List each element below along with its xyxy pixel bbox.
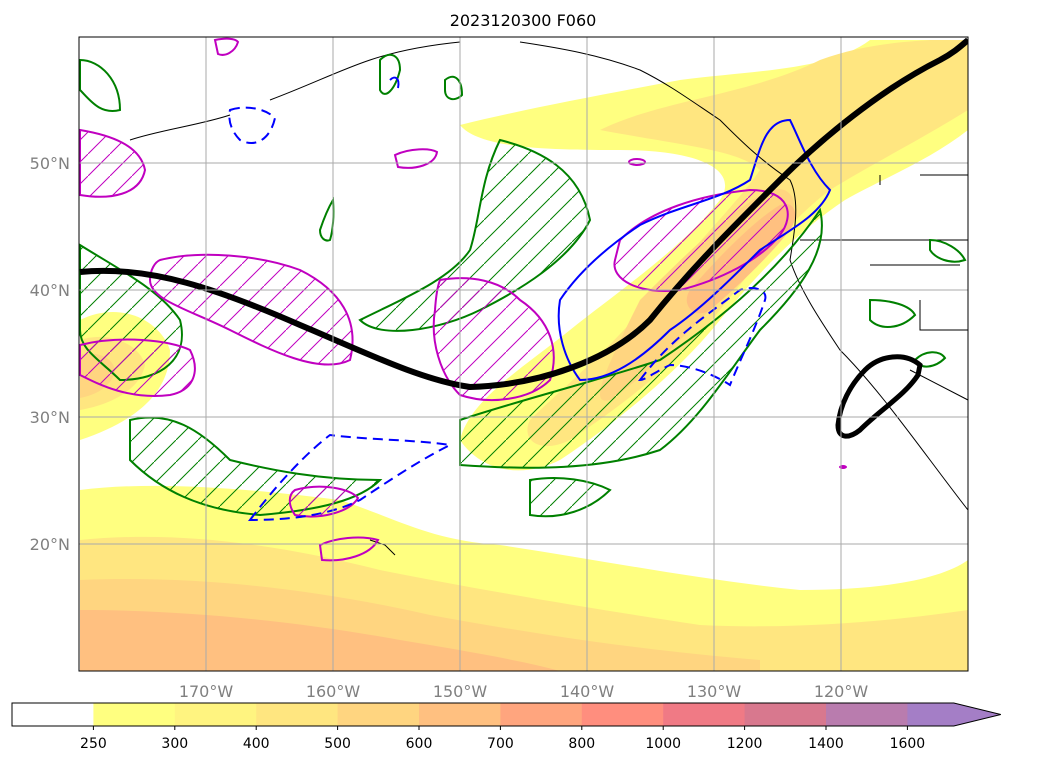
colorbar-segment	[500, 703, 583, 726]
colorbar-segment	[744, 703, 827, 726]
colorbar-segment	[419, 703, 501, 726]
colorbar-segment	[337, 703, 420, 726]
colorbar: 250 300 400 500 600 700 800 1000 1200 1400 1600	[11, 702, 1001, 752]
map-title: 2023120300 F060	[450, 11, 597, 30]
colorbar-tick-label: 500	[324, 736, 351, 752]
colorbar-segment	[826, 703, 908, 726]
blue-contours	[228, 76, 832, 522]
colorbar-tick-label: 700	[487, 736, 514, 752]
lon-label-160w: 160°W	[306, 682, 361, 701]
colorbar-tick-label: 600	[406, 736, 433, 752]
plot-area	[79, 37, 968, 671]
lon-label-170w: 170°W	[179, 682, 234, 701]
lat-label-40n: 40°N	[30, 281, 70, 300]
colorbar-tick-label: 1600	[890, 736, 926, 752]
colorbar-tick-label: 300	[161, 736, 188, 752]
lat-label-30n: 30°N	[30, 408, 70, 427]
colorbar-tick-label: 800	[568, 736, 595, 752]
latitude-labels: 50°N 40°N 30°N 20°N	[30, 154, 70, 554]
green-hatched-regions	[79, 53, 967, 518]
colorbar-extend-segment	[907, 703, 1001, 726]
colorbar-segment	[93, 703, 176, 726]
colorbar-tick-label: 1200	[727, 736, 763, 752]
colorbar-segment	[256, 703, 339, 726]
colorbar-segment	[581, 703, 664, 726]
lat-label-20n: 20°N	[30, 535, 70, 554]
jet-axis	[79, 37, 968, 439]
colorbar-tick-label: 1000	[645, 736, 681, 752]
coastlines	[129, 41, 968, 556]
colorbar-segment	[12, 703, 94, 726]
lon-label-120w: 120°W	[814, 682, 869, 701]
colorbar-tick-label: 1400	[808, 736, 844, 752]
lon-label-140w: 140°W	[560, 682, 615, 701]
grid-lines	[79, 37, 968, 671]
lat-label-50n: 50°N	[30, 154, 70, 173]
colorbar-tick-label: 250	[80, 736, 107, 752]
colorbar-segment	[663, 703, 746, 726]
lon-label-130w: 130°W	[687, 682, 742, 701]
lon-label-150w: 150°W	[433, 682, 488, 701]
longitude-labels: 170°W 160°W 150°W 140°W 130°W 120°W	[179, 682, 869, 701]
colorbar-segment	[174, 703, 257, 726]
colorbar-outline	[11, 702, 1001, 727]
colorbar-tick-label: 400	[243, 736, 270, 752]
plot-frame	[78, 36, 969, 672]
